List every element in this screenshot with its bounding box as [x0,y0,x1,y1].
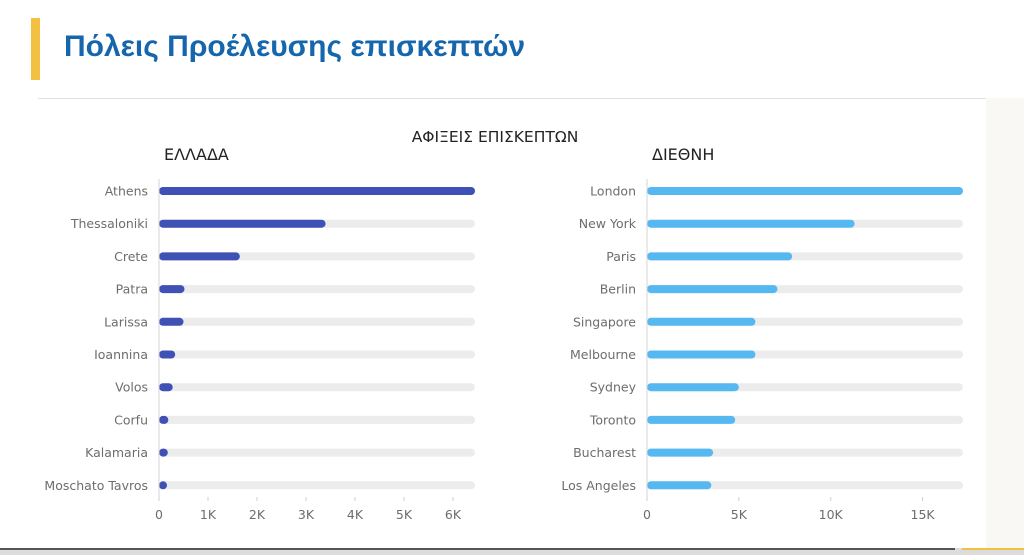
greek-chart: Athens Thessaloniki Crete Patra Larissa Ioann… [44,179,475,522]
intl-category-label: New York [579,216,637,231]
greek-chart-title: ΕΛΛΑΔΑ [164,145,229,164]
greek-x-tick-label: 2K [249,507,266,522]
intl-bar[interactable] [647,187,963,195]
intl-category-label: Singapore [573,314,636,329]
greek-bar[interactable] [159,219,326,228]
greek-bar[interactable] [159,285,185,294]
title-accent-bar [31,18,40,80]
intl-bar[interactable] [647,448,714,457]
greek-bar-track [159,415,475,424]
greek-category-label: Corfu [114,412,148,427]
charts-supertitle: ΑΦΙΞΕΙΣ ΕΠΙΣΚΕΠΤΩΝ [412,128,579,146]
intl-category-label: Melbourne [570,347,636,362]
greek-bar[interactable] [159,448,168,457]
greek-x-tick-label: 0 [155,507,163,522]
greek-bar-track [159,448,475,457]
greek-bar[interactable] [159,187,475,195]
intl-bar[interactable] [647,317,756,326]
intl-x-tick-label: 15K [911,507,936,522]
greek-x-tick-label: 1K [200,507,217,522]
greek-bar[interactable] [159,383,173,392]
bottom-rule-accent [962,548,1024,550]
greek-category-label: Crete [114,249,148,264]
greek-bar-track [159,317,475,326]
greek-x-tick-label: 3K [298,507,315,522]
greek-bar[interactable] [159,317,184,326]
greek-category-label: Thessaloniki [70,216,148,231]
intl-bar[interactable] [647,285,778,294]
greek-bar-track [159,285,475,294]
intl-x-tick-label: 5K [731,507,748,522]
greek-bar-track [159,481,475,490]
intl-category-label: Paris [606,249,636,264]
intl-bar[interactable] [647,481,712,490]
greek-x-tick-label: 6K [445,507,462,522]
bottom-rule-line [0,548,955,550]
intl-category-label: Bucharest [573,445,636,460]
side-panel [986,98,1024,548]
intl-category-label: Los Angeles [561,478,636,493]
greek-category-label: Ioannina [94,347,148,362]
intl-x-tick-label: 10K [819,507,844,522]
intl-x-tick-label: 0 [643,507,651,522]
intl-bar-track [647,448,963,457]
greek-category-label: Patra [116,282,148,297]
greek-category-label: Kalamaria [85,445,148,460]
greek-x-tick-label: 4K [347,507,364,522]
intl-bar[interactable] [647,415,736,424]
greek-category-label: Moschato Tavros [44,478,148,493]
greek-category-label: Volos [115,380,148,395]
intl-chart-title: ΔΙΕΘΝΗ [652,145,714,164]
intl-bar[interactable] [647,219,855,228]
bottom-rule [0,548,1024,555]
intl-bar[interactable] [647,252,793,261]
intl-category-label: Berlin [600,282,636,297]
intl-bar[interactable] [647,350,756,359]
intl-category-label: Sydney [590,380,637,395]
greek-category-label: Athens [105,184,148,199]
greek-bar[interactable] [159,252,240,261]
intl-category-label: London [590,184,636,199]
greek-bar[interactable] [159,481,167,490]
intl-chart: London New York Paris Berlin Singapore Melbou… [561,179,963,522]
page-title: Πόλεις Προέλευσης επισκεπτών [64,30,526,63]
greek-x-tick-label: 5K [396,507,413,522]
greek-bar[interactable] [159,415,169,424]
greek-bar-track [159,350,475,359]
title-divider [38,98,986,99]
greek-category-label: Larissa [104,314,148,329]
greek-bar-track [159,383,475,392]
intl-bar-track [647,481,963,490]
intl-category-label: Toronto [589,412,636,427]
greek-bar[interactable] [159,350,176,359]
intl-bar[interactable] [647,383,739,392]
